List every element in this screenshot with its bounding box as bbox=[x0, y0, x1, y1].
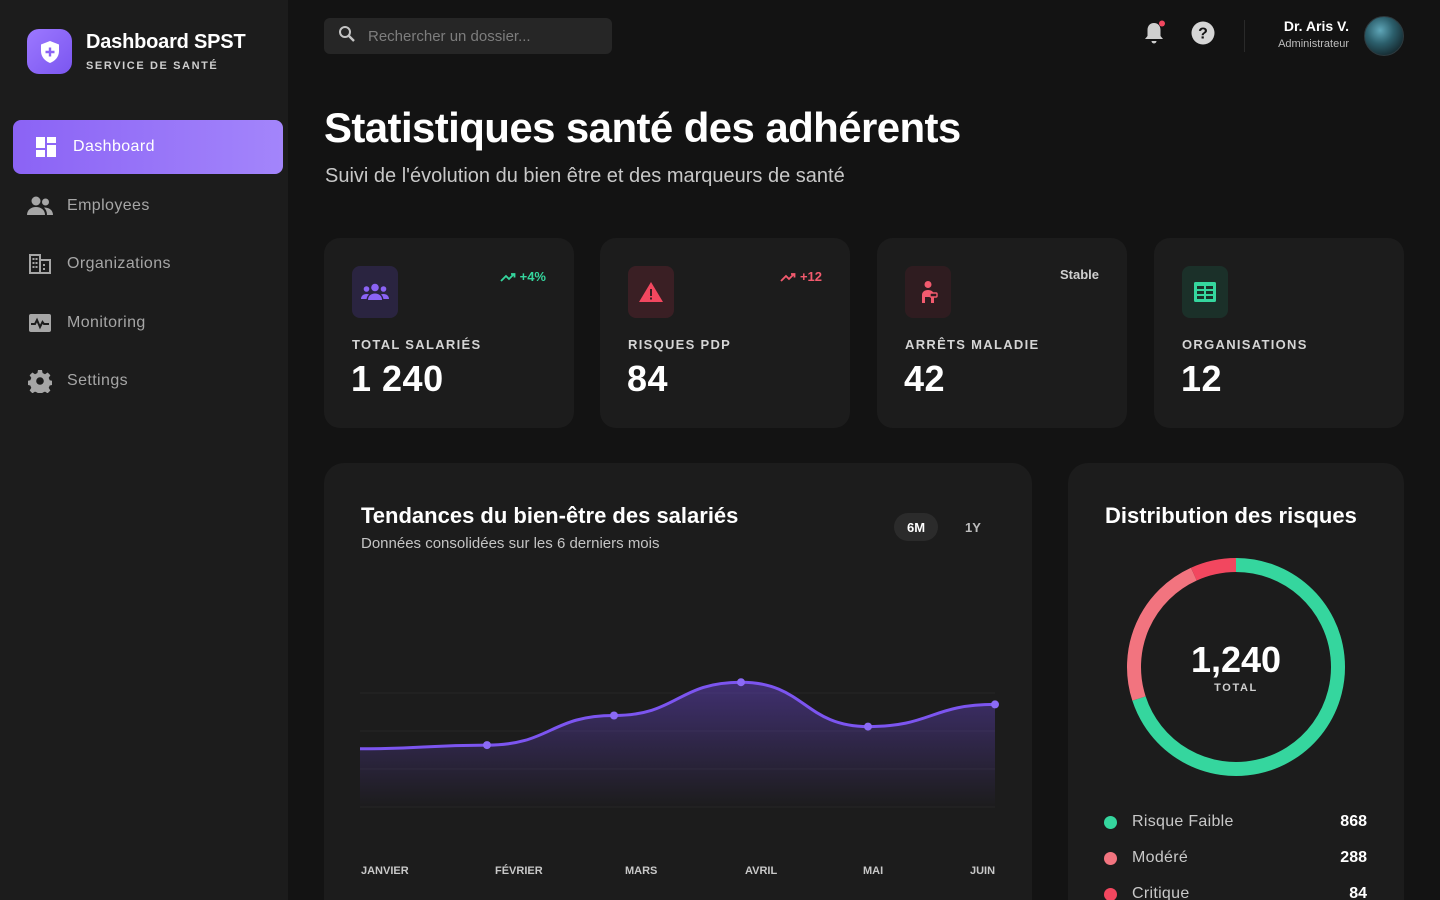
x-tick-label: JANVIER bbox=[361, 865, 409, 877]
x-tick-label: MARS bbox=[625, 865, 657, 877]
kpi-label: ORGANISATIONS bbox=[1182, 337, 1308, 352]
brand-subtitle: SERVICE DE SANTÉ bbox=[86, 60, 219, 72]
kpi-label: ARRÊTS MALADIE bbox=[905, 337, 1040, 352]
data-point bbox=[864, 722, 872, 731]
kpi-value: 1 240 bbox=[351, 358, 444, 399]
donut-slice bbox=[1132, 558, 1345, 776]
x-tick-label: AVRIL bbox=[745, 865, 777, 877]
kpi-card-organisations: ORGANISATIONS 12 bbox=[1154, 238, 1404, 428]
user-name: Dr. Aris V. bbox=[1283, 18, 1349, 34]
sidebar: Dashboard SPST SERVICE DE SANTÉ Dashboar… bbox=[0, 0, 288, 900]
sidebar-item-employees[interactable]: Employees bbox=[13, 179, 283, 233]
user-role: Administrateur bbox=[1278, 38, 1349, 50]
legend-value: 84 bbox=[1349, 885, 1367, 900]
sidebar-item-label: Settings bbox=[67, 372, 129, 389]
data-point bbox=[483, 741, 491, 750]
sidebar-item-monitoring[interactable]: Monitoring bbox=[13, 296, 283, 350]
donut-total-value: 1,240 bbox=[1190, 639, 1282, 680]
pulse-icon bbox=[27, 310, 53, 336]
legend-dot bbox=[1104, 851, 1117, 865]
donut-total-caption: TOTAL bbox=[1214, 682, 1258, 694]
legend-value: 868 bbox=[1340, 813, 1367, 830]
kpi-trend: +4% bbox=[499, 269, 546, 284]
legend-item: Risque Faible 868 bbox=[1104, 810, 1367, 834]
building-icon bbox=[27, 251, 53, 277]
legend-item: Critique 84 bbox=[1104, 882, 1367, 900]
brand: Dashboard SPST SERVICE DE SANTÉ bbox=[27, 29, 246, 74]
legend-label: Critique bbox=[1132, 885, 1190, 900]
legend-dot bbox=[1104, 815, 1117, 829]
chart-title: Tendances du bien-être des salariés bbox=[361, 503, 739, 528]
help-icon[interactable]: ? bbox=[1190, 20, 1216, 46]
avatar[interactable] bbox=[1364, 16, 1404, 56]
kpi-value: 42 bbox=[904, 358, 946, 399]
search-icon bbox=[338, 25, 356, 48]
kpi-trend: +12 bbox=[780, 269, 822, 284]
data-point bbox=[991, 700, 999, 709]
kpi-value: 12 bbox=[1181, 358, 1223, 399]
user-info[interactable]: Dr. Aris V. Administrateur bbox=[1278, 18, 1349, 50]
sidebar-item-label: Organizations bbox=[67, 255, 171, 272]
x-tick-label: JUIN bbox=[970, 865, 995, 877]
dashboard-icon bbox=[33, 134, 59, 160]
data-point bbox=[610, 711, 618, 720]
warning-icon bbox=[628, 266, 674, 318]
legend-item: Modéré 288 bbox=[1104, 846, 1367, 870]
kpi-label: RISQUES PDP bbox=[628, 337, 732, 352]
kpi-card-total-salaries: +4% TOTAL SALARIÉS 1 240 bbox=[324, 238, 574, 428]
page-subtitle: Suivi de l'évolution du bien être et des… bbox=[325, 165, 845, 187]
chart-title: Distribution des risques bbox=[1105, 503, 1357, 528]
sidebar-item-label: Monitoring bbox=[67, 313, 146, 331]
kpi-card-arrets-maladie: Stable ARRÊTS MALADIE 42 bbox=[877, 238, 1127, 428]
range-6m-button[interactable]: 6M bbox=[894, 513, 939, 541]
page-title: Statistiques santé des adhérents bbox=[324, 104, 961, 151]
series-line bbox=[359, 680, 996, 751]
legend-label: Modéré bbox=[1132, 849, 1189, 866]
sidebar-item-label: Employees bbox=[67, 196, 150, 214]
svg-text:?: ? bbox=[1198, 26, 1208, 43]
notification-bell-icon[interactable] bbox=[1141, 20, 1167, 46]
sick-person-icon bbox=[905, 266, 951, 318]
x-tick-label: FÉVRIER bbox=[495, 864, 543, 877]
legend-value: 288 bbox=[1340, 849, 1367, 866]
search-bar[interactable] bbox=[324, 18, 612, 54]
spreadsheet-icon bbox=[1182, 266, 1228, 318]
kpi-value: 84 bbox=[627, 358, 669, 399]
kpi-trend: Stable bbox=[1059, 267, 1099, 282]
wellbeing-trend-chart: JANVIER FÉVRIER MARS AVRIL MAI JUIN bbox=[359, 678, 999, 877]
sidebar-item-settings[interactable]: Settings bbox=[13, 354, 283, 408]
sidebar-item-label: Dashboard bbox=[73, 138, 155, 155]
sidebar-item-dashboard[interactable]: Dashboard bbox=[13, 120, 283, 174]
gear-icon bbox=[27, 368, 53, 394]
shield-logo-icon bbox=[27, 29, 72, 74]
group-icon bbox=[352, 266, 398, 318]
range-1y-button[interactable]: 1Y bbox=[965, 519, 981, 535]
legend-dot bbox=[1104, 887, 1117, 900]
series-area bbox=[360, 682, 995, 808]
sidebar-item-organizations[interactable]: Organizations bbox=[13, 237, 283, 291]
topbar-divider bbox=[1244, 20, 1245, 52]
wellbeing-trend-card: JANVIER FÉVRIER MARS AVRIL MAI JUIN Tendances… bbox=[324, 463, 1032, 900]
donut-slice bbox=[1127, 567, 1197, 701]
trending-up-icon bbox=[499, 272, 516, 282]
x-tick-label: MAI bbox=[863, 865, 883, 877]
risk-distribution-card: Distribution des risques 1,240 TOTAL Ris… bbox=[1068, 463, 1404, 900]
legend-label: Risque Faible bbox=[1132, 813, 1234, 830]
people-icon bbox=[27, 193, 53, 219]
sidebar-nav: Dashboard Employees Organizations Monito… bbox=[13, 120, 283, 413]
trending-up-icon bbox=[780, 272, 796, 282]
kpi-label: TOTAL SALARIÉS bbox=[352, 337, 482, 352]
risk-donut-chart bbox=[1127, 558, 1345, 776]
search-input[interactable] bbox=[368, 27, 598, 45]
kpi-card-risques-pdp: +12 RISQUES PDP 84 bbox=[600, 238, 850, 428]
chart-subtitle: Données consolidées sur les 6 derniers m… bbox=[361, 535, 660, 552]
donut-slice bbox=[1190, 558, 1237, 581]
data-point bbox=[737, 678, 745, 687]
brand-title: Dashboard SPST bbox=[86, 31, 246, 53]
